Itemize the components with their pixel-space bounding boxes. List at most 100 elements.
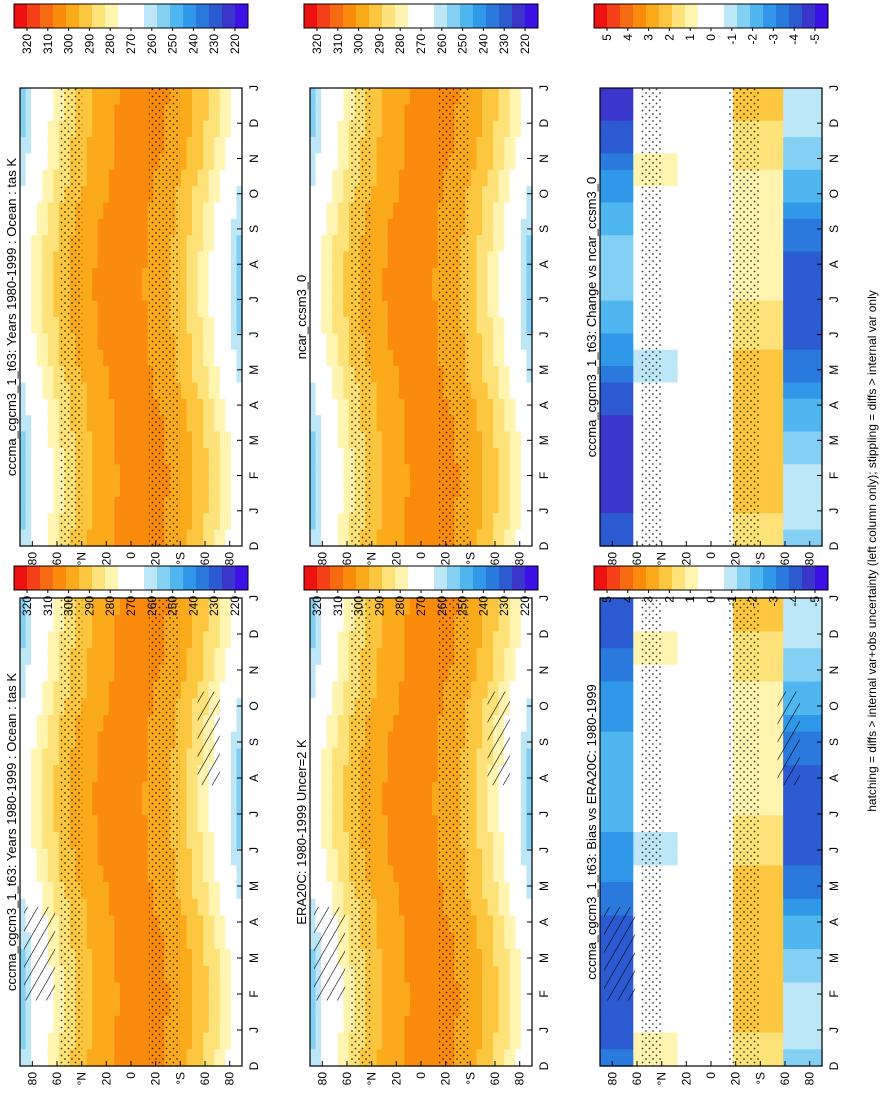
- heatmap-cell: [415, 137, 422, 155]
- heatmap-cell: [225, 1015, 232, 1034]
- heatmap-cell: [498, 218, 505, 236]
- heatmap-cell: [119, 137, 127, 155]
- heatmap-cell: [409, 382, 417, 400]
- heatmap-cell: [520, 781, 528, 800]
- heatmap-cell: [409, 664, 417, 683]
- heatmap-cell: [409, 932, 417, 950]
- heatmap-cell: [180, 915, 188, 933]
- heatmap-cell: [326, 1049, 333, 1067]
- heatmap-cell: [42, 1015, 49, 1034]
- panel-title: ncar_ccsm3_0: [294, 275, 309, 360]
- heatmap-cell: [343, 832, 350, 850]
- heatmap-cell: [236, 153, 243, 171]
- heatmap-cell: [371, 104, 378, 122]
- heatmap-cell: [36, 186, 43, 204]
- heatmap-cell: [605, 748, 612, 766]
- heatmap-cell: [97, 218, 104, 236]
- heatmap-cell: [180, 447, 188, 465]
- heatmap-cell: [230, 982, 238, 1000]
- heatmap-cell: [97, 415, 104, 433]
- heatmap-cell: [203, 169, 210, 187]
- heatmap-cell: [197, 982, 204, 1000]
- heatmap-cell: [108, 898, 116, 917]
- heatmap-cell: [103, 765, 110, 783]
- heatmap-cell: [203, 631, 210, 649]
- stippling-region: [148, 598, 180, 1066]
- heatmap-cell: [108, 513, 116, 531]
- heatmap-cell: [97, 186, 104, 204]
- heatmap-cell: [125, 631, 132, 649]
- heatmap-cell: [332, 202, 339, 220]
- heatmap-cell: [25, 832, 32, 850]
- heatmap-cell: [136, 317, 143, 335]
- heatmap-cell: [25, 349, 32, 367]
- heatmap-cell: [219, 915, 227, 933]
- heatmap-cell: [125, 202, 132, 220]
- heatmap-cell: [432, 300, 439, 318]
- heatmap-cell: [125, 169, 132, 187]
- heatmap-cell: [404, 748, 411, 766]
- lat-tick-label: 20: [149, 1072, 163, 1086]
- heatmap-cell: [142, 366, 149, 384]
- heatmap-cell: [470, 415, 478, 433]
- heatmap-cell: [25, 333, 32, 351]
- heatmap-cell: [310, 614, 317, 633]
- heatmap-cell: [192, 664, 199, 683]
- heatmap-cell: [415, 88, 422, 106]
- heatmap-cell: [409, 598, 417, 616]
- heatmap-cell: [47, 284, 54, 302]
- heatmap-cell: [42, 765, 49, 783]
- heatmap-cell: [470, 614, 478, 633]
- heatmap-cell: [208, 349, 215, 367]
- heatmap-cell: [131, 251, 138, 269]
- month-tick-label: F: [537, 472, 551, 479]
- heatmap-cell: [404, 614, 411, 633]
- heatmap-cell: [432, 999, 439, 1017]
- heatmap-cell: [332, 120, 339, 138]
- heatmap-cell: [230, 614, 238, 633]
- lat-tick-label: 80: [513, 1072, 527, 1086]
- heatmap-cell: [326, 664, 333, 683]
- heatmap-cell: [387, 349, 394, 367]
- heatmap-cell: [208, 932, 215, 950]
- heatmap-cell: [493, 513, 500, 531]
- heatmap-cell: [119, 949, 127, 967]
- heatmap-cell: [404, 832, 411, 850]
- heatmap-cell: [476, 202, 483, 220]
- heatmap-cell: [633, 965, 640, 984]
- heatmap-cell: [504, 186, 511, 204]
- heatmap-cell: [622, 614, 629, 633]
- heatmap-cell: [192, 1049, 199, 1067]
- heatmap-cell: [605, 731, 612, 750]
- heatmap-cell: [343, 1015, 350, 1034]
- heatmap-cell: [219, 169, 227, 187]
- heatmap-cell: [426, 664, 433, 683]
- heatmap-cell: [192, 915, 199, 933]
- heatmap-cell: [180, 202, 188, 220]
- heatmap-cell: [81, 598, 88, 616]
- heatmap-cell: [103, 137, 110, 155]
- heatmap-cell: [142, 218, 149, 236]
- heatmap-cell: [142, 982, 149, 1000]
- heatmap-cell: [42, 529, 49, 547]
- heatmap-cell: [131, 614, 138, 633]
- heatmap-cell: [343, 598, 350, 616]
- month-tick-label: M: [247, 881, 261, 891]
- heatmap-cell: [409, 480, 417, 498]
- heatmap-cell: [180, 88, 188, 106]
- heatmap-cell: [515, 832, 522, 850]
- heatmap-cell: [409, 235, 417, 253]
- heatmap-cell: [208, 648, 215, 666]
- heatmap-cell: [225, 251, 232, 269]
- heatmap-cell: [371, 982, 378, 1000]
- heatmap-cell: [482, 169, 489, 187]
- heatmap-cell: [186, 631, 193, 649]
- heatmap-cell: [25, 765, 32, 783]
- heatmap-cell: [108, 648, 116, 666]
- heatmap-cell: [125, 382, 132, 400]
- heatmap-cell: [633, 765, 640, 783]
- heatmap-cell: [398, 104, 406, 122]
- heatmap-cell: [86, 781, 93, 800]
- heatmap-cell: [186, 88, 193, 106]
- heatmap-cell: [103, 513, 110, 531]
